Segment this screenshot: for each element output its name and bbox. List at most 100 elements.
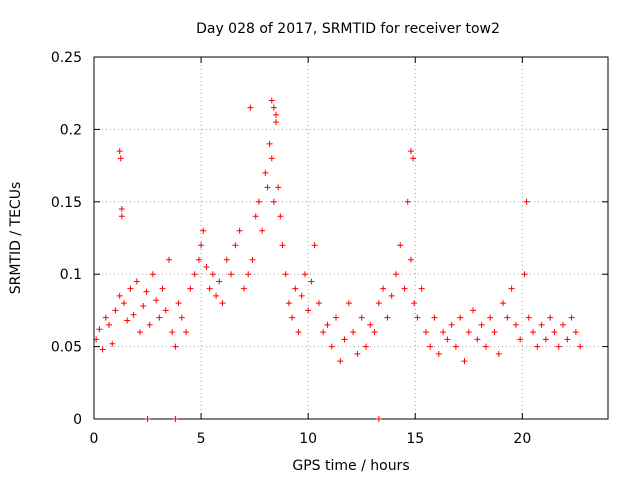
data-point (512, 321, 519, 328)
data-point (495, 350, 502, 357)
data-point (198, 242, 205, 249)
data-point (328, 343, 335, 350)
data-point (568, 314, 575, 321)
data-point (530, 329, 537, 336)
data-point (105, 321, 112, 328)
data-point (268, 155, 275, 162)
y-tick-label: 0.1 (60, 267, 82, 283)
data-point (392, 271, 399, 278)
x-tick-label: 5 (197, 431, 206, 447)
chart-title: Day 028 of 2017, SRMTID for receiver tow… (196, 21, 500, 37)
data-point (195, 256, 202, 263)
data-point (252, 213, 259, 220)
data-point (206, 285, 213, 292)
data-point (418, 285, 425, 292)
y-tick-label: 0 (73, 412, 82, 428)
data-point (367, 321, 374, 328)
data-point (277, 213, 284, 220)
data-point (282, 271, 289, 278)
data-point (127, 285, 134, 292)
data-point (305, 307, 312, 314)
data-point (427, 343, 434, 350)
data-point (311, 242, 318, 249)
data-point (517, 336, 524, 343)
data-point (245, 271, 252, 278)
data-point (572, 329, 579, 336)
y-tick-label: 0.05 (51, 340, 82, 356)
data-point (523, 198, 530, 205)
grid-lines (94, 57, 608, 419)
data-point (162, 307, 169, 314)
data-point (124, 317, 131, 324)
data-point (401, 285, 408, 292)
data-point (380, 285, 387, 292)
data-point (255, 198, 262, 205)
data-point (118, 206, 125, 213)
data-point (149, 271, 156, 278)
data-point (146, 321, 153, 328)
data-point (525, 314, 532, 321)
data-point (130, 311, 137, 318)
data-point (144, 416, 151, 422)
data-point (219, 300, 226, 307)
data-point (273, 111, 280, 118)
data-point (143, 288, 150, 295)
data-point (159, 285, 166, 292)
data-point (236, 227, 243, 234)
data-point (564, 336, 571, 343)
data-point (153, 297, 160, 304)
x-tick-label: 0 (90, 431, 99, 447)
data-point (470, 307, 477, 314)
data-point (169, 329, 176, 336)
data-point (474, 336, 481, 343)
data-point (324, 321, 331, 328)
data-point (508, 285, 515, 292)
data-point (500, 300, 507, 307)
data-point (560, 321, 567, 328)
x-tick-label: 20 (513, 431, 531, 447)
data-point (538, 321, 545, 328)
data-point (140, 303, 147, 310)
data-point (96, 326, 103, 333)
data-point (187, 285, 194, 292)
data-point (397, 242, 404, 249)
data-point (315, 300, 322, 307)
data-point (371, 329, 378, 336)
x-tick-label: 10 (299, 431, 317, 447)
data-point (482, 343, 489, 350)
data-point (172, 343, 179, 350)
y-tick-label: 0.2 (60, 122, 82, 138)
x-tick-label: 15 (406, 431, 424, 447)
data-point (292, 285, 299, 292)
data-point (407, 148, 414, 155)
data-point (333, 314, 340, 321)
y-axis-label: SRMTID / TECUs (8, 182, 24, 295)
data-point (259, 227, 266, 234)
data-point (275, 184, 282, 191)
data-point (102, 314, 109, 321)
data-point (457, 314, 464, 321)
data-point (232, 242, 239, 249)
data-point (213, 292, 220, 299)
data-point (465, 329, 472, 336)
data-point (262, 169, 269, 176)
data-point (289, 314, 296, 321)
data-point (362, 343, 369, 350)
data-point (118, 213, 125, 220)
data-point (375, 300, 382, 307)
data-point (200, 227, 207, 234)
data-point (461, 358, 468, 365)
data-point (308, 278, 315, 285)
plot-area-border (93, 56, 609, 420)
data-point (156, 314, 163, 321)
data-point (435, 350, 442, 357)
data-point (270, 198, 277, 205)
data-point (93, 336, 100, 343)
data-point (298, 292, 305, 299)
data-point (295, 329, 302, 336)
data-point (223, 256, 230, 263)
data-point (247, 104, 254, 111)
data-point (240, 285, 247, 292)
data-point (99, 346, 106, 353)
